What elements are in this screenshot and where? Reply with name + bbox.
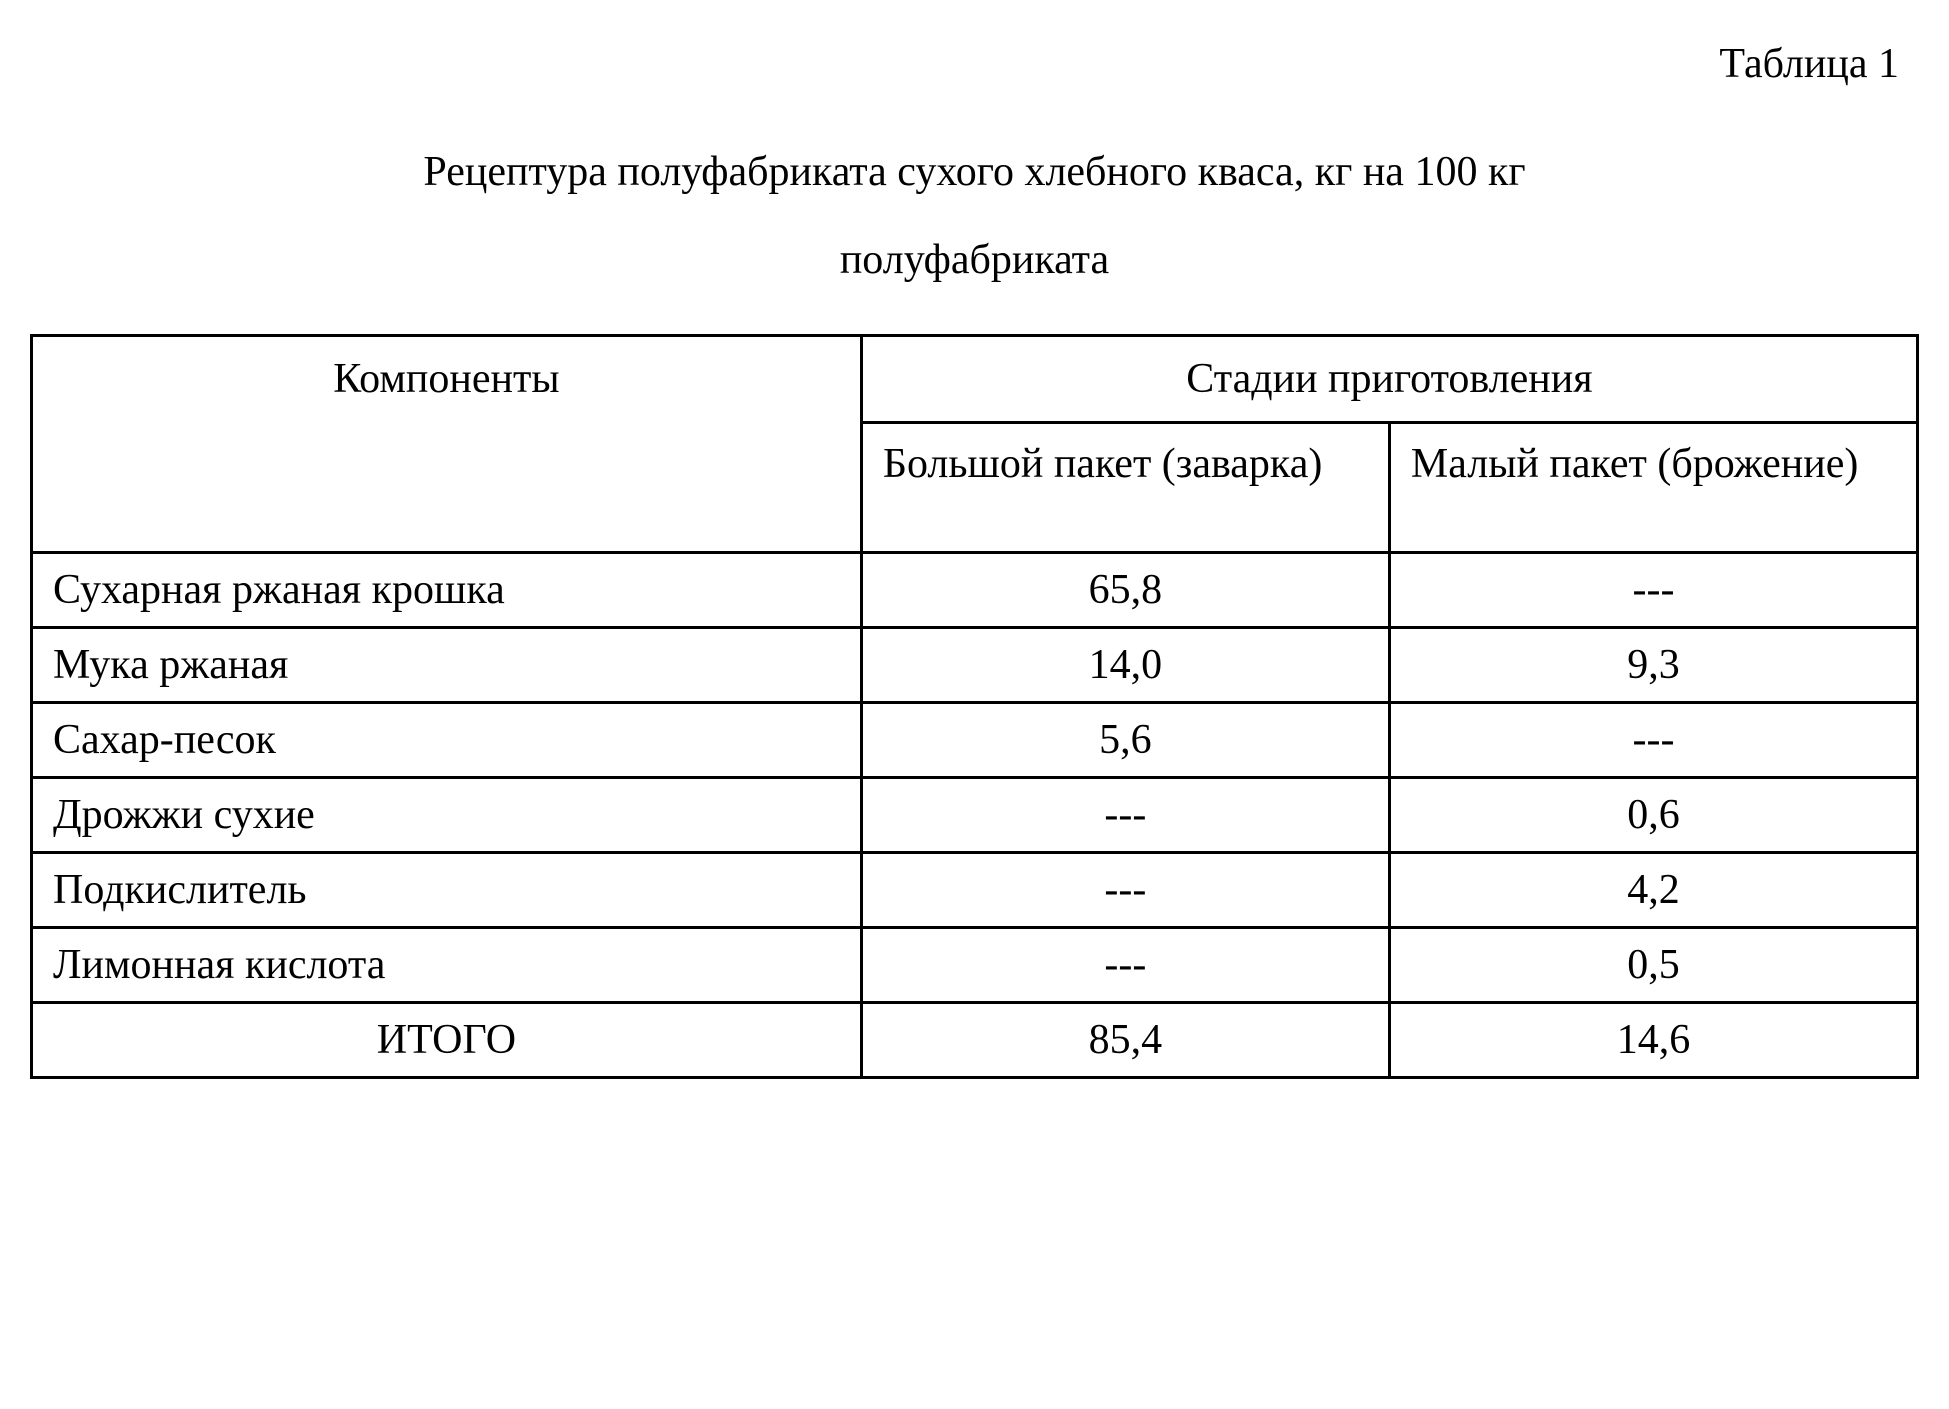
component-name-cell: Дрожжи сухие [32,777,862,852]
big-packet-cell: --- [861,777,1389,852]
component-name-cell: Сухарная ржаная крошка [32,552,862,627]
big-packet-cell: 14,0 [861,627,1389,702]
table-row: Дрожжи сухие---0,6 [32,777,1918,852]
component-name-cell: Сахар-песок [32,702,862,777]
header-small-packet: Малый пакет (брожение) [1389,423,1917,553]
header-components: Компоненты [32,336,862,553]
big-packet-cell: 65,8 [861,552,1389,627]
table-row: Мука ржаная14,09,3 [32,627,1918,702]
small-packet-cell: 0,6 [1389,777,1917,852]
header-stages: Стадии приготовления [861,336,1917,423]
recipe-table: Компоненты Стадии приготовления Большой … [30,334,1919,1079]
component-name-cell: Мука ржаная [32,627,862,702]
small-packet-cell: --- [1389,702,1917,777]
header-big-packet: Большой пакет (заварка) [861,423,1389,553]
table-row: Лимонная кислота---0,5 [32,927,1918,1002]
small-packet-cell: 9,3 [1389,627,1917,702]
table-row: Сухарная ржаная крошка65,8--- [32,552,1918,627]
table-row: Подкислитель---4,2 [32,852,1918,927]
component-name-cell: Подкислитель [32,852,862,927]
small-packet-cell: 0,5 [1389,927,1917,1002]
component-name-cell: Лимонная кислота [32,927,862,1002]
table-row: Сахар-песок5,6--- [32,702,1918,777]
table-header-row-1: Компоненты Стадии приготовления [32,336,1918,423]
caption-line-2: полуфабриката [840,237,1109,283]
table-number-label: Таблица 1 [30,40,1919,88]
big-packet-cell: 85,4 [861,1002,1389,1077]
table-caption: Рецептура полуфабриката сухого хлебного … [30,128,1919,304]
big-packet-cell: --- [861,852,1389,927]
small-packet-cell: 4,2 [1389,852,1917,927]
component-name-cell: ИТОГО [32,1002,862,1077]
big-packet-cell: --- [861,927,1389,1002]
small-packet-cell: 14,6 [1389,1002,1917,1077]
caption-line-1: Рецептура полуфабриката сухого хлебного … [423,149,1525,195]
big-packet-cell: 5,6 [861,702,1389,777]
small-packet-cell: --- [1389,552,1917,627]
table-row: ИТОГО85,414,6 [32,1002,1918,1077]
